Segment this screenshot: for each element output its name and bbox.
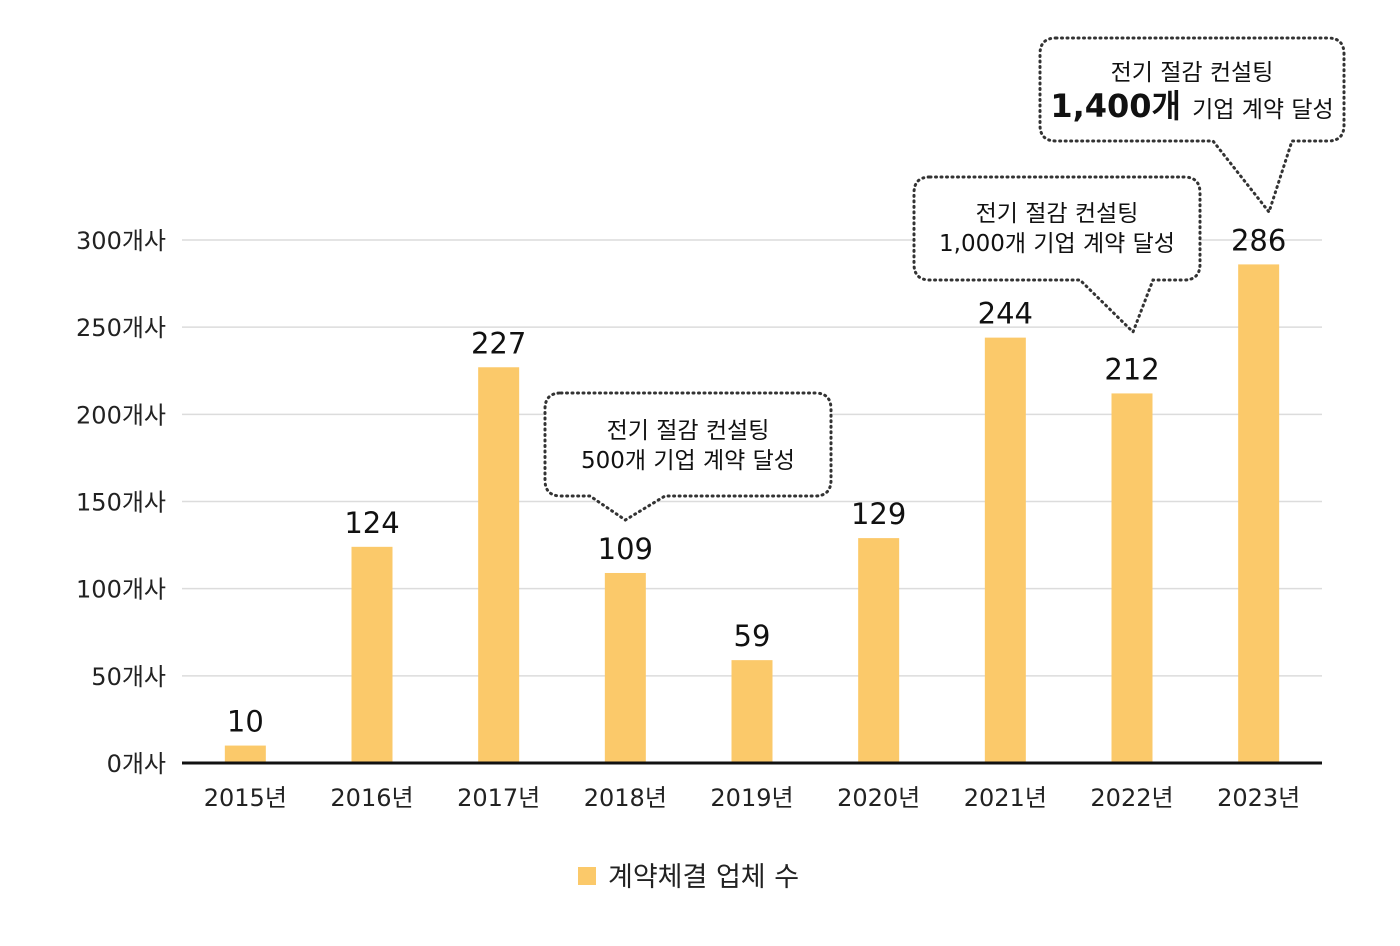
y-axis-ticks: 0개사 50개사 100개사 150개사 200개사 250개사 300개사 [76,227,166,778]
data-label: 212 [1104,352,1159,386]
x-tick-label: 2020년 [837,784,920,812]
callout-2023-bubble [1038,36,1346,216]
y-tick-label: 250개사 [76,314,166,342]
x-tick-label: 2019년 [710,784,793,812]
x-axis-ticks: 2015년 2016년 2017년 2018년 2019년 2020년 2021년 2022년… [204,784,1301,812]
x-tick-label: 2015년 [204,784,287,812]
callout-2022-bubble [912,175,1202,335]
callout-2022-line2: 1,000개 기업 계약 달성 [939,231,1175,257]
data-label: 124 [344,506,399,540]
callout-2022: 전기 절감 컨설팅 1,000개 기업 계약 달성 [912,175,1202,335]
bar [478,367,520,763]
y-tick-label: 100개사 [76,576,166,604]
bars [224,264,1280,763]
legend-label: 계약체결 업체 수 [608,862,799,893]
callout-2023: 전기 절감 컨설팅 1,400개 기업 계약 달성 [1038,36,1346,216]
x-tick-label: 2017년 [457,784,540,812]
data-label: 286 [1231,223,1286,257]
bar [1111,393,1153,763]
data-label: 227 [471,326,526,360]
callout-2018-bubble [543,391,833,522]
y-tick-label: 50개사 [91,663,166,691]
callout-2018-line1: 전기 절감 컨설팅 [607,418,770,444]
bar [731,660,773,763]
bar [858,538,900,763]
callout-2018: 전기 절감 컨설팅 500개 기업 계약 달성 [543,391,833,522]
callout-2023-line2-rest: 기업 계약 달성 [1192,97,1334,123]
data-labels: 10 124 227 109 59 129 244 212 286 [227,223,1286,738]
data-label: 10 [227,705,264,739]
legend: 계약체결 업체 수 [578,862,799,893]
callout-2022-line1: 전기 절감 컨설팅 [976,201,1139,227]
bar [224,745,266,763]
bar [1238,264,1280,763]
y-tick-label: 150개사 [76,489,166,517]
x-tick-label: 2016년 [330,784,413,812]
x-tick-label: 2022년 [1090,784,1173,812]
y-tick-label: 300개사 [76,227,166,255]
x-tick-label: 2023년 [1217,784,1300,812]
data-label: 129 [851,497,906,531]
data-label: 109 [598,532,653,566]
data-label: 244 [978,297,1033,331]
x-tick-label: 2018년 [584,784,667,812]
bar [351,546,393,763]
callout-2023-line2: 1,400개 기업 계약 달성 [1050,87,1333,125]
callout-2018-line2: 500개 기업 계약 달성 [581,448,795,474]
x-tick-label: 2021년 [964,784,1047,812]
y-tick-label: 200개사 [76,401,166,429]
bar [604,572,646,763]
legend-swatch [578,867,596,885]
callout-2023-line1: 전기 절감 컨설팅 [1111,60,1274,86]
data-label: 59 [734,619,771,653]
y-tick-label: 0개사 [107,750,166,778]
callout-2023-count: 1,400개 [1050,87,1181,125]
bar [984,337,1026,763]
